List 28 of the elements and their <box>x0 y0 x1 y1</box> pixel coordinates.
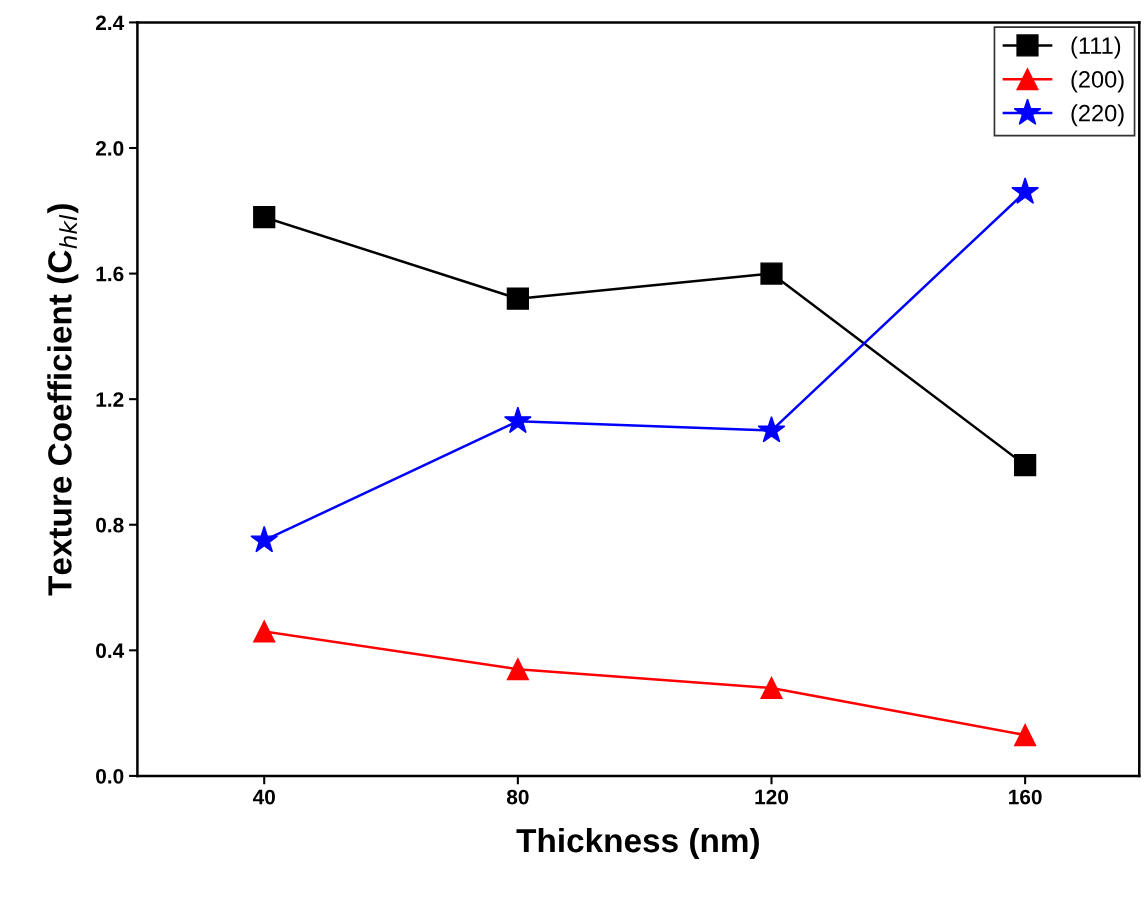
point <box>760 676 783 700</box>
point <box>760 262 783 285</box>
y-axis-title: Texture Coefficient (C$_{hkl}$) <box>47 204 79 596</box>
y-tick-label: 2.4 <box>95 15 125 30</box>
point <box>1014 723 1037 747</box>
legend-label: (111) <box>1071 36 1121 59</box>
point <box>253 205 276 229</box>
y-tick-label: 0.4 <box>96 643 125 659</box>
point <box>757 415 786 443</box>
point <box>253 620 276 643</box>
y-tick-label: 0.8 <box>96 517 124 533</box>
point <box>506 658 529 681</box>
y-tick-label: 1.6 <box>96 266 124 282</box>
legend-label: (200) <box>1071 70 1124 93</box>
y-tick-label: 2.0 <box>95 141 124 156</box>
x-tick-label: 40 <box>252 789 275 805</box>
point <box>1011 177 1040 204</box>
x-tick-label: 120 <box>755 789 789 805</box>
y-tick-label: 0.0 <box>96 768 124 784</box>
x-axis-title: Thickness (nm) <box>516 827 759 860</box>
x-tick-label: 80 <box>506 789 529 805</box>
x-tick-label: 160 <box>1009 789 1042 805</box>
legend-label: (220) <box>1071 104 1124 127</box>
point <box>506 287 529 310</box>
y-tick-label: 1.2 <box>96 392 124 407</box>
point <box>1014 453 1037 477</box>
point <box>250 525 279 553</box>
point <box>503 406 532 434</box>
